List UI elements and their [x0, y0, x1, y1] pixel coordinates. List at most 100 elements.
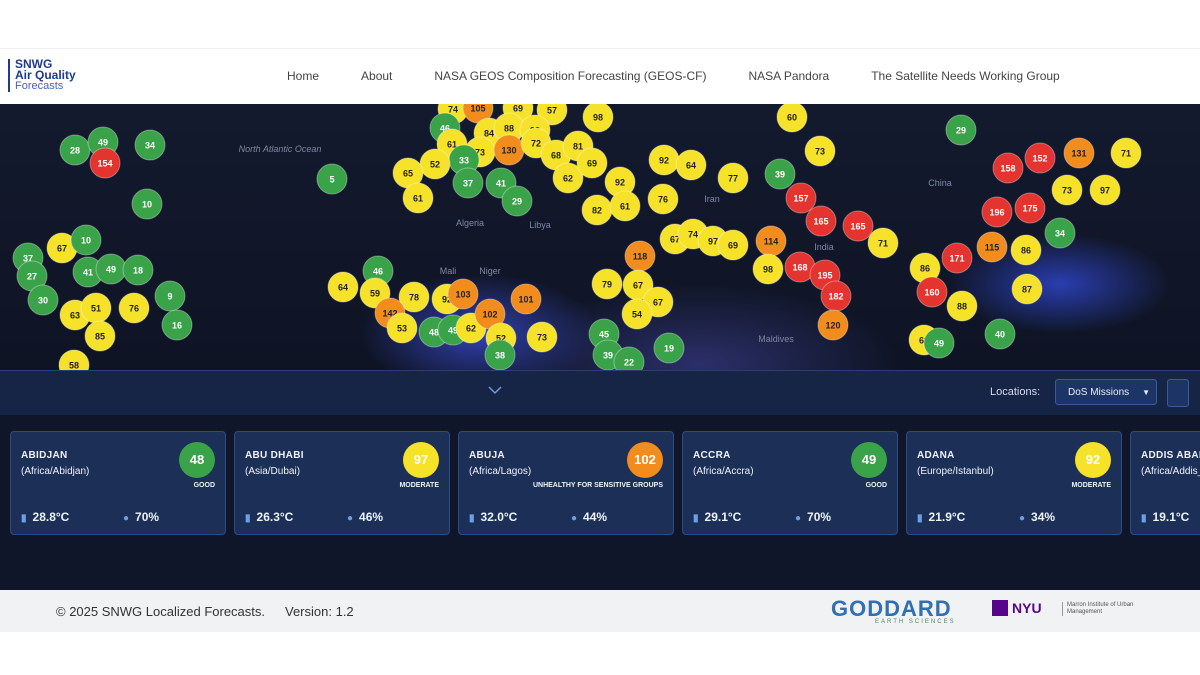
aqi-marker[interactable]	[316, 163, 348, 195]
nav-link[interactable]: About	[361, 69, 393, 83]
aqi-marker-label: 67	[633, 281, 643, 291]
aqi-marker[interactable]	[941, 242, 973, 274]
aqi-marker[interactable]	[501, 185, 533, 217]
aqi-marker[interactable]	[576, 147, 608, 179]
aqi-marker[interactable]	[1024, 142, 1056, 174]
aqi-marker[interactable]	[89, 147, 121, 179]
aqi-marker[interactable]	[1051, 174, 1083, 206]
aqi-marker[interactable]	[992, 152, 1024, 184]
aqi-marker[interactable]	[386, 312, 418, 344]
aqi-marker[interactable]	[1063, 137, 1095, 169]
location-card[interactable]: ADANA (Europe/Istanbul) 92 MODERATE ▮ 21.9°C ●…	[906, 431, 1122, 535]
location-card[interactable]: ABUJA (Africa/Lagos) 102 UNHEALTHY FOR SENS…	[458, 431, 674, 535]
aqi-marker[interactable]	[923, 327, 955, 359]
aqi-marker[interactable]	[776, 104, 808, 133]
nav-link[interactable]: NASA GEOS Composition Forecasting (GEOS-…	[434, 69, 707, 83]
aqi-marker[interactable]	[1089, 174, 1121, 206]
logo[interactable]: SNWG Air Quality Forecasts	[8, 58, 76, 92]
aqi-marker[interactable]	[916, 276, 948, 308]
aqi-marker[interactable]	[675, 149, 707, 181]
nav-link[interactable]: The Satellite Needs Working Group	[871, 69, 1060, 83]
aqi-marker[interactable]	[398, 281, 430, 313]
location-card[interactable]: ACCRA (Africa/Accra) 49 GOOD ▮ 29.1°C ● 70%	[682, 431, 898, 535]
aqi-marker[interactable]	[842, 210, 874, 242]
aqi-marker-label: 74	[688, 230, 698, 240]
aqi-marker[interactable]	[402, 182, 434, 214]
aqi-marker-label: 69	[587, 159, 597, 169]
aqi-marker[interactable]	[84, 320, 116, 352]
aqi-marker[interactable]	[70, 224, 102, 256]
aqi-marker[interactable]	[27, 284, 59, 316]
aqi-marker[interactable]	[764, 158, 796, 190]
location-card[interactable]: ADDIS ABABA (Africa/Addis_Ababa) ▮19.1°C	[1130, 431, 1200, 535]
aqi-marker[interactable]	[1011, 273, 1043, 305]
nav-link[interactable]: Home	[287, 69, 320, 83]
aqi-marker[interactable]	[1010, 234, 1042, 266]
aqi-marker-label: 79	[602, 280, 612, 290]
aqi-marker-label: 34	[145, 141, 155, 151]
aqi-marker[interactable]	[613, 346, 645, 370]
aqi-marker[interactable]	[552, 162, 584, 194]
aqi-marker[interactable]	[526, 321, 558, 353]
navbar: SNWG Air Quality Forecasts Home About NASA…	[0, 48, 1200, 105]
aqi-marker[interactable]	[945, 114, 977, 146]
location-card[interactable]: ABU DHABI (Asia/Dubai) 97 MODERATE ▮ 26.3°C ● 4…	[234, 431, 450, 535]
aqi-marker[interactable]	[452, 167, 484, 199]
humidity-value: 70%	[135, 510, 160, 524]
aqi-marker[interactable]	[717, 229, 749, 261]
aqi-marker-label: 62	[563, 174, 573, 184]
aqi-marker[interactable]	[327, 271, 359, 303]
aqi-marker[interactable]	[1110, 137, 1142, 169]
aqi-marker-label: 157	[793, 194, 808, 204]
humidity-value: 44%	[583, 510, 608, 524]
aqi-marker[interactable]	[582, 104, 614, 133]
aqi-marker[interactable]	[510, 283, 542, 315]
aqi-marker[interactable]	[621, 298, 653, 330]
aqi-marker[interactable]	[1044, 217, 1076, 249]
locations-select[interactable]: DoS Missions ▼	[1055, 379, 1157, 405]
aqi-marker[interactable]	[717, 162, 749, 194]
aqi-marker[interactable]	[805, 205, 837, 237]
aqi-marker[interactable]	[134, 129, 166, 161]
aqi-marker[interactable]	[58, 349, 90, 370]
aqi-marker[interactable]	[752, 253, 784, 285]
aqi-marker[interactable]	[118, 292, 150, 324]
humidity: ● 34%	[1019, 510, 1056, 524]
aqi-marker-label: 97	[708, 237, 718, 247]
aqi-category: MODERATE	[399, 482, 439, 489]
aqi-marker[interactable]	[981, 196, 1013, 228]
aqi-marker-label: 73	[815, 147, 825, 157]
aqi-marker[interactable]	[447, 278, 479, 310]
toolbar-button[interactable]	[1167, 379, 1189, 407]
time-zone: (Africa/Lagos)	[469, 466, 532, 477]
aqi-marker[interactable]	[161, 309, 193, 341]
aqi-marker[interactable]	[122, 254, 154, 286]
temperature-value: 29.1°C	[704, 510, 742, 524]
aqi-marker[interactable]	[867, 227, 899, 259]
aqi-marker[interactable]	[984, 318, 1016, 350]
aqi-marker[interactable]	[609, 190, 641, 222]
aqi-marker[interactable]	[484, 339, 516, 370]
location-card[interactable]: ABIDJAN (Africa/Abidjan) 48 GOOD ▮ 28.8°C ● 70%	[10, 431, 226, 535]
temperature: ▮ 19.1°C	[1141, 510, 1190, 524]
map[interactable]: North Atlantic Ocean Algeria Libya Mali Nige…	[0, 104, 1200, 370]
aqi-marker-label: 67	[653, 298, 663, 308]
aqi-marker[interactable]	[647, 183, 679, 215]
aqi-marker-label: 49	[98, 138, 108, 148]
collapse-chevron[interactable]	[488, 385, 502, 395]
aqi-marker[interactable]	[591, 268, 623, 300]
aqi-marker[interactable]	[131, 188, 163, 220]
aqi-marker[interactable]	[785, 182, 817, 214]
temperature-value: 26.3°C	[256, 510, 294, 524]
aqi-marker[interactable]	[817, 309, 849, 341]
aqi-marker[interactable]	[804, 135, 836, 167]
aqi-marker-label: 114	[764, 237, 779, 247]
aqi-marker[interactable]	[1014, 192, 1046, 224]
aqi-marker[interactable]	[976, 231, 1008, 263]
aqi-marker[interactable]	[946, 290, 978, 322]
nav-link[interactable]: NASA Pandora	[748, 69, 830, 83]
aqi-marker[interactable]	[653, 332, 685, 364]
aqi-marker[interactable]	[59, 134, 91, 166]
aqi-marker[interactable]	[154, 280, 186, 312]
